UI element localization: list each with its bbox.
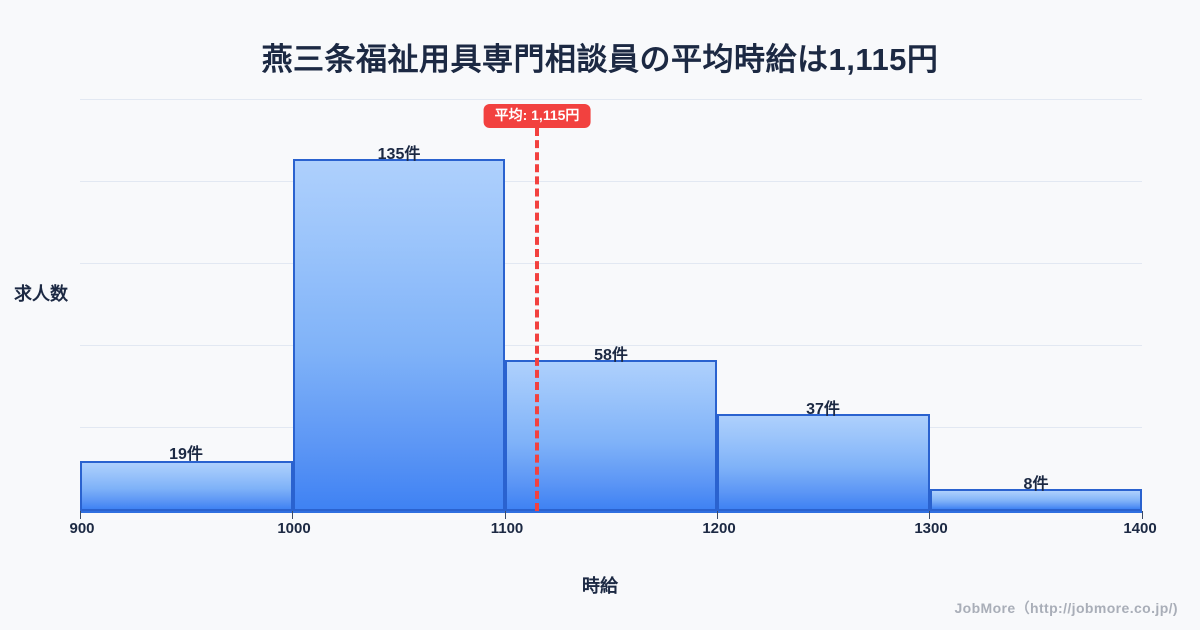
page-title: 燕三条福祉用具専門相談員の平均時給は1,115円 — [261, 42, 939, 77]
average-line-marker — [535, 128, 539, 511]
x-axis-tick — [717, 511, 718, 519]
x-axis-tick — [80, 511, 81, 519]
histogram-bar-label: 135件 — [377, 146, 421, 163]
gridline — [80, 263, 1142, 264]
y-axis-title: 求人数 — [14, 284, 68, 304]
x-axis-tick-label: 900 — [69, 520, 95, 537]
histogram-bar[interactable] — [293, 159, 505, 511]
x-axis-tick — [929, 511, 930, 519]
x-axis-tick-label: 1200 — [702, 520, 736, 537]
histogram-bar-label: 19件 — [169, 446, 203, 463]
x-axis-tick-label: 1300 — [914, 520, 948, 537]
histogram-bar-label: 58件 — [594, 347, 628, 364]
average-badge: 平均: 1,115円 — [483, 104, 591, 129]
footer-watermark: JobMore（http://jobmore.co.jp/) — [954, 600, 1178, 616]
x-axis-line — [80, 511, 1142, 513]
x-axis-tick — [1142, 511, 1143, 519]
gridline — [80, 345, 1142, 346]
histogram-bar[interactable] — [505, 360, 717, 511]
x-axis-tick — [505, 511, 506, 519]
histogram-bar-label: 8件 — [1023, 476, 1049, 493]
histogram-bar[interactable] — [717, 414, 930, 511]
x-axis-title: 時給 — [582, 576, 618, 596]
gridline — [80, 99, 1142, 100]
histogram-bar[interactable] — [80, 461, 293, 511]
histogram-bar[interactable] — [930, 489, 1142, 511]
x-axis-tick — [292, 511, 293, 519]
x-axis-tick-label: 1400 — [1123, 520, 1157, 537]
gridline — [80, 181, 1142, 182]
histogram-bar-label: 37件 — [806, 401, 840, 418]
x-axis-tick-label: 1100 — [490, 520, 524, 537]
x-axis-tick-label: 1000 — [277, 520, 311, 537]
